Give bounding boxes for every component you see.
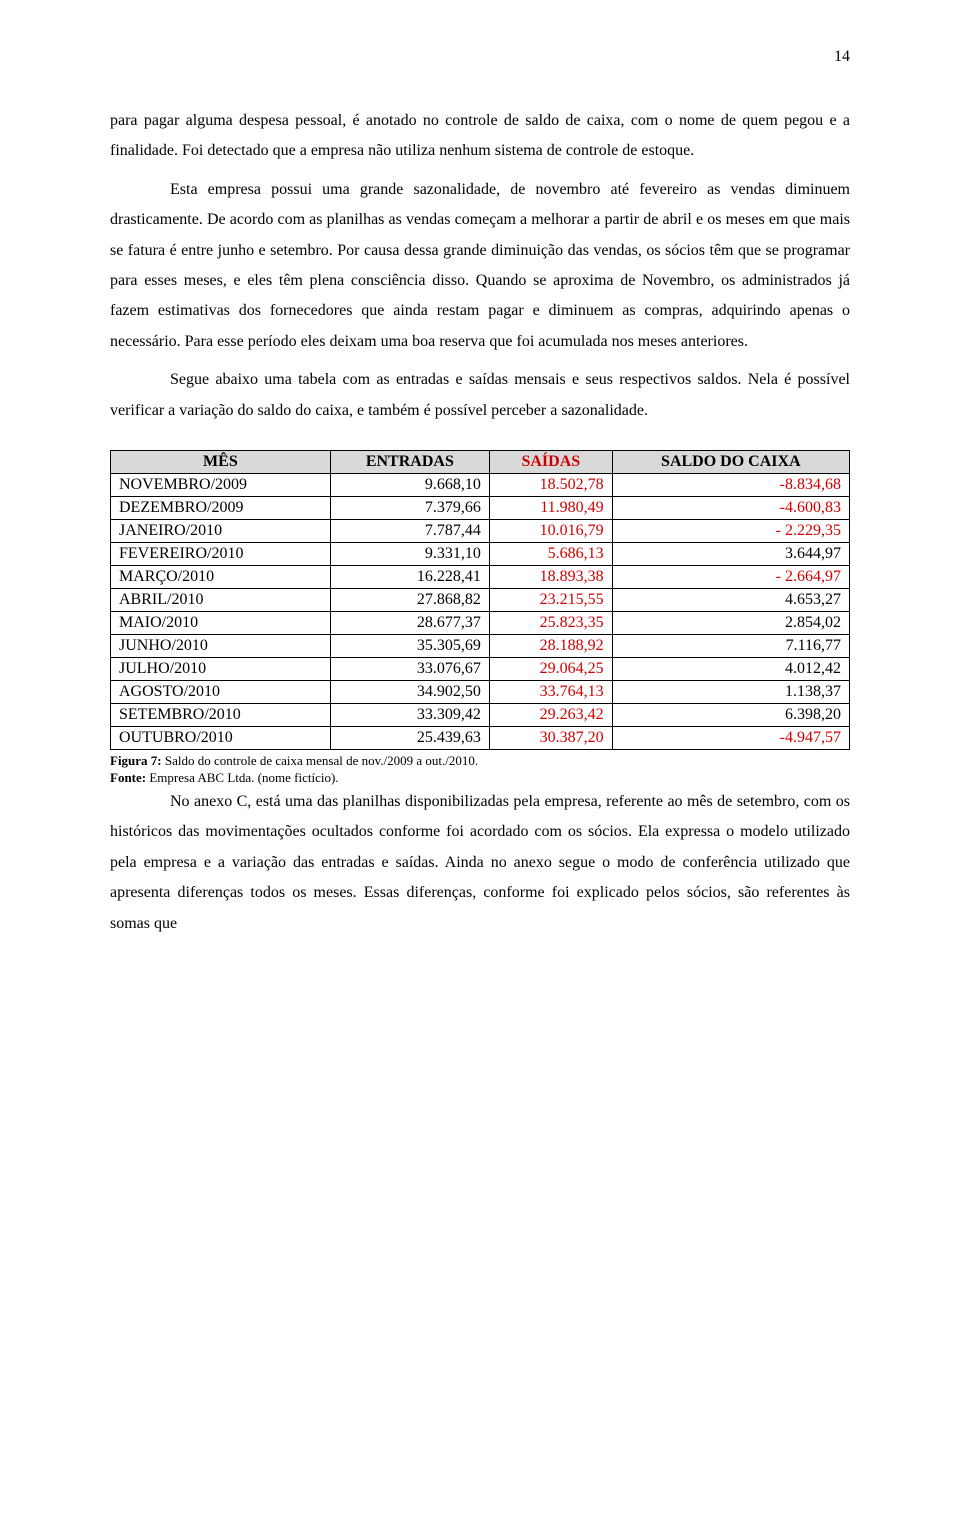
cell-entradas: 33.309,42: [330, 703, 489, 726]
cell-saldo: 7.116,77: [612, 634, 849, 657]
cell-saidas: 5.686,13: [489, 542, 612, 565]
cell-mes: MARÇO/2010: [111, 565, 331, 588]
cell-saldo: 4.012,42: [612, 657, 849, 680]
table-row: MAIO/201028.677,3725.823,352.854,02: [111, 611, 850, 634]
table-row: JULHO/201033.076,6729.064,254.012,42: [111, 657, 850, 680]
cell-saldo: 6.398,20: [612, 703, 849, 726]
cell-saidas: 23.215,55: [489, 588, 612, 611]
cell-mes: DEZEMBRO/2009: [111, 496, 331, 519]
cell-mes: NOVEMBRO/2009: [111, 473, 331, 496]
cell-saldo: - 2.664,97: [612, 565, 849, 588]
col-header-saidas: SAÍDAS: [489, 450, 612, 473]
cell-saidas: 18.502,78: [489, 473, 612, 496]
cell-mes: JANEIRO/2010: [111, 519, 331, 542]
page-number: 14: [110, 48, 850, 66]
cell-saldo: - 2.229,35: [612, 519, 849, 542]
table-row: JANEIRO/20107.787,4410.016,79- 2.229,35: [111, 519, 850, 542]
cell-saidas: 11.980,49: [489, 496, 612, 519]
col-header-mes: MÊS: [111, 450, 331, 473]
caption-figure-text: Saldo do controle de caixa mensal de nov…: [162, 753, 479, 768]
cell-entradas: 34.902,50: [330, 680, 489, 703]
cell-saldo: -4.600,83: [612, 496, 849, 519]
col-header-saldo: SALDO DO CAIXA: [612, 450, 849, 473]
cell-mes: FEVEREIRO/2010: [111, 542, 331, 565]
paragraph-4: No anexo C, está uma das planilhas dispo…: [110, 787, 850, 939]
cell-saldo: 4.653,27: [612, 588, 849, 611]
cell-saldo: 2.854,02: [612, 611, 849, 634]
table-row: SETEMBRO/201033.309,4229.263,426.398,20: [111, 703, 850, 726]
table-row: MARÇO/201016.228,4118.893,38- 2.664,97: [111, 565, 850, 588]
cash-flow-table: MÊS ENTRADAS SAÍDAS SALDO DO CAIXA NOVEM…: [110, 450, 850, 750]
caption-source-text: Empresa ABC Ltda. (nome fictício).: [146, 770, 338, 785]
cell-mes: SETEMBRO/2010: [111, 703, 331, 726]
cell-saldo: 3.644,97: [612, 542, 849, 565]
cell-entradas: 28.677,37: [330, 611, 489, 634]
cell-entradas: 9.331,10: [330, 542, 489, 565]
cell-entradas: 7.379,66: [330, 496, 489, 519]
cell-mes: OUTUBRO/2010: [111, 726, 331, 749]
table-row: AGOSTO/201034.902,5033.764,131.138,37: [111, 680, 850, 703]
cell-entradas: 9.668,10: [330, 473, 489, 496]
table-caption: Figura 7: Saldo do controle de caixa men…: [110, 752, 850, 787]
cell-saldo: -4.947,57: [612, 726, 849, 749]
caption-source-label: Fonte:: [110, 770, 146, 785]
cell-entradas: 33.076,67: [330, 657, 489, 680]
cell-entradas: 25.439,63: [330, 726, 489, 749]
cell-saidas: 25.823,35: [489, 611, 612, 634]
paragraph-3: Segue abaixo uma tabela com as entradas …: [110, 365, 850, 426]
table-row: JUNHO/201035.305,6928.188,927.116,77: [111, 634, 850, 657]
table-row: OUTUBRO/201025.439,6330.387,20-4.947,57: [111, 726, 850, 749]
cell-mes: MAIO/2010: [111, 611, 331, 634]
cell-mes: ABRIL/2010: [111, 588, 331, 611]
cell-saidas: 29.064,25: [489, 657, 612, 680]
paragraph-1: para pagar alguma despesa pessoal, é ano…: [110, 106, 850, 167]
cell-saidas: 33.764,13: [489, 680, 612, 703]
cell-mes: AGOSTO/2010: [111, 680, 331, 703]
caption-figure-label: Figura 7:: [110, 753, 162, 768]
cell-mes: JULHO/2010: [111, 657, 331, 680]
cell-entradas: 16.228,41: [330, 565, 489, 588]
cell-entradas: 27.868,82: [330, 588, 489, 611]
table-row: DEZEMBRO/20097.379,6611.980,49-4.600,83: [111, 496, 850, 519]
cell-entradas: 7.787,44: [330, 519, 489, 542]
table-row: FEVEREIRO/20109.331,105.686,133.644,97: [111, 542, 850, 565]
table-row: NOVEMBRO/20099.668,1018.502,78-8.834,68: [111, 473, 850, 496]
col-header-entradas: ENTRADAS: [330, 450, 489, 473]
cell-saldo: 1.138,37: [612, 680, 849, 703]
table-row: ABRIL/201027.868,8223.215,554.653,27: [111, 588, 850, 611]
cell-saidas: 18.893,38: [489, 565, 612, 588]
cell-mes: JUNHO/2010: [111, 634, 331, 657]
cell-saidas: 10.016,79: [489, 519, 612, 542]
cell-saldo: -8.834,68: [612, 473, 849, 496]
paragraph-2: Esta empresa possui uma grande sazonalid…: [110, 175, 850, 357]
cell-saidas: 29.263,42: [489, 703, 612, 726]
table-header-row: MÊS ENTRADAS SAÍDAS SALDO DO CAIXA: [111, 450, 850, 473]
cell-entradas: 35.305,69: [330, 634, 489, 657]
cell-saidas: 28.188,92: [489, 634, 612, 657]
cell-saidas: 30.387,20: [489, 726, 612, 749]
